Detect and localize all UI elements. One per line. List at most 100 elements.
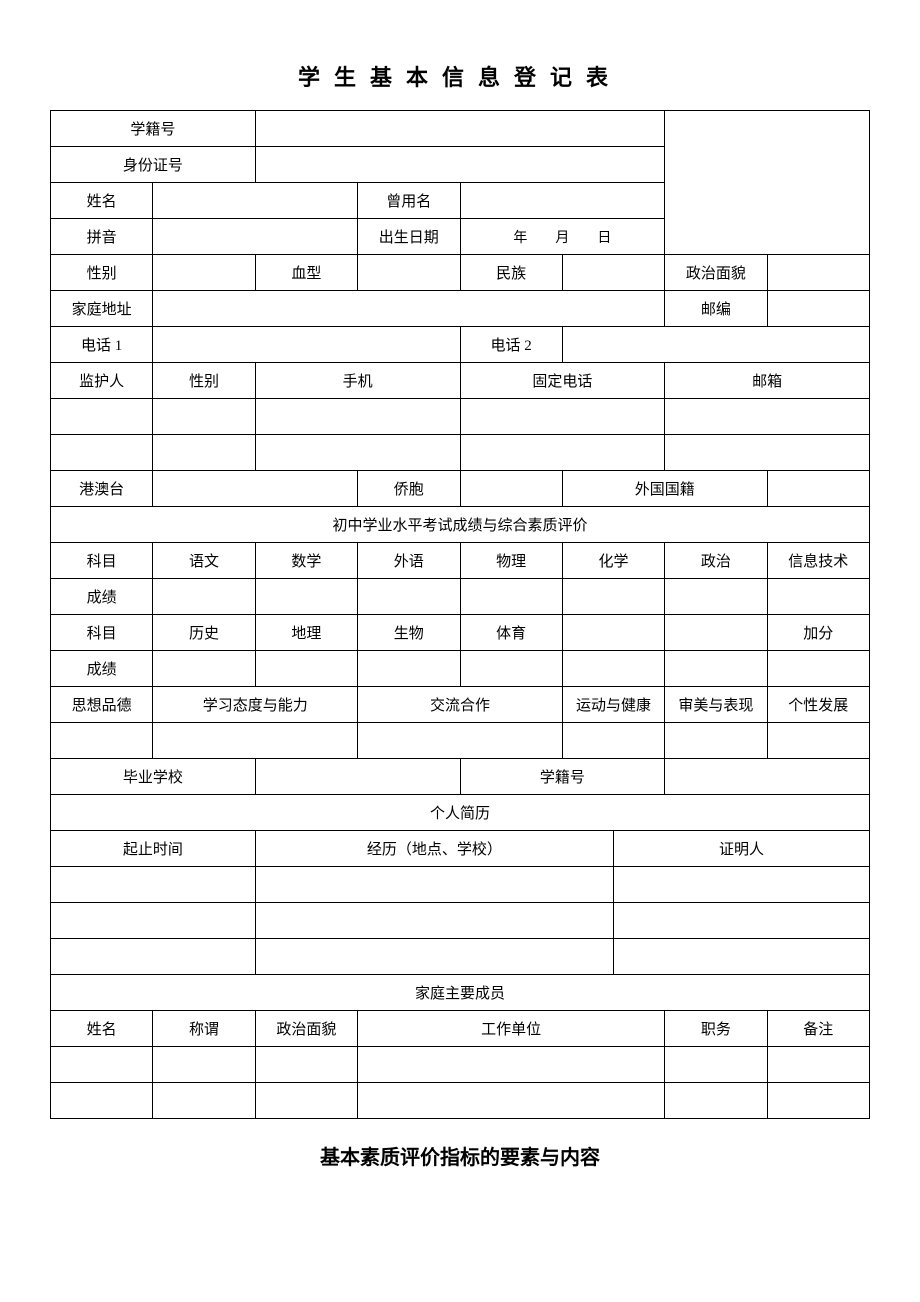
guardian-name-2 <box>51 435 153 471</box>
value-school-id <box>665 759 870 795</box>
value-birth-date: 年 月 日 <box>460 219 665 255</box>
family-relation-1 <box>153 1047 255 1083</box>
label-communication: 交流合作 <box>358 687 563 723</box>
page-title: 学生基本信息登记表 <box>50 60 870 92</box>
section-resume-header: 个人简历 <box>51 795 870 831</box>
label-aesthetics: 审美与表现 <box>665 687 767 723</box>
score-history <box>153 651 255 687</box>
value-personality <box>767 723 869 759</box>
value-id-number <box>255 147 665 183</box>
label-guardian-gender: 性别 <box>153 363 255 399</box>
subject-math: 数学 <box>255 543 357 579</box>
label-remark: 备注 <box>767 1011 869 1047</box>
score-blank-1 <box>562 651 664 687</box>
label-school-id: 学籍号 <box>460 759 665 795</box>
score-geography <box>255 651 357 687</box>
family-remark-2 <box>767 1083 869 1119</box>
family-name-2 <box>51 1083 153 1119</box>
subject-politics: 政治 <box>665 543 767 579</box>
value-pinyin <box>153 219 358 255</box>
label-subject-1: 科目 <box>51 543 153 579</box>
subject-physics: 物理 <box>460 543 562 579</box>
value-sports-health <box>562 723 664 759</box>
resume-verifier-3 <box>614 939 870 975</box>
label-gender: 性别 <box>51 255 153 291</box>
label-guardian: 监护人 <box>51 363 153 399</box>
family-workplace-1 <box>358 1047 665 1083</box>
score-pe <box>460 651 562 687</box>
photo-area <box>665 111 870 255</box>
value-phone2 <box>562 327 869 363</box>
score-blank-2 <box>665 651 767 687</box>
label-workplace: 工作单位 <box>358 1011 665 1047</box>
subject-chemistry: 化学 <box>562 543 664 579</box>
family-political-1 <box>255 1047 357 1083</box>
value-ethnicity <box>562 255 664 291</box>
resume-verifier-1 <box>614 867 870 903</box>
value-gender <box>153 255 255 291</box>
score-it <box>767 579 869 615</box>
value-aesthetics <box>665 723 767 759</box>
label-id-number: 身份证号 <box>51 147 256 183</box>
value-political <box>767 255 869 291</box>
value-former-name <box>460 183 665 219</box>
family-political-2 <box>255 1083 357 1119</box>
score-math <box>255 579 357 615</box>
subject-biology: 生物 <box>358 615 460 651</box>
label-overseas: 侨胞 <box>358 471 460 507</box>
label-former-name: 曾用名 <box>358 183 460 219</box>
resume-verifier-2 <box>614 903 870 939</box>
value-phone1 <box>153 327 460 363</box>
label-hkmotw: 港澳台 <box>51 471 153 507</box>
score-chemistry <box>562 579 664 615</box>
guardian-mobile-1 <box>255 399 460 435</box>
score-bonus <box>767 651 869 687</box>
label-sports-health: 运动与健康 <box>562 687 664 723</box>
subject-blank-1 <box>562 615 664 651</box>
label-morals: 思想品德 <box>51 687 153 723</box>
value-blood-type <box>358 255 460 291</box>
guardian-landline-1 <box>460 399 665 435</box>
label-subject-2: 科目 <box>51 615 153 651</box>
family-relation-2 <box>153 1083 255 1119</box>
label-phone1: 电话 1 <box>51 327 153 363</box>
label-student-id: 学籍号 <box>51 111 256 147</box>
label-grad-school: 毕业学校 <box>51 759 256 795</box>
label-political: 政治面貌 <box>665 255 767 291</box>
guardian-gender-2 <box>153 435 255 471</box>
guardian-email-2 <box>665 435 870 471</box>
subject-geography: 地理 <box>255 615 357 651</box>
label-score-2: 成绩 <box>51 651 153 687</box>
family-workplace-2 <box>358 1083 665 1119</box>
family-position-2 <box>665 1083 767 1119</box>
label-relation: 称谓 <box>153 1011 255 1047</box>
section-exam-header: 初中学业水平考试成绩与综合素质评价 <box>51 507 870 543</box>
score-physics <box>460 579 562 615</box>
section-family-header: 家庭主要成员 <box>51 975 870 1011</box>
label-experience: 经历（地点、学校） <box>255 831 613 867</box>
label-landline: 固定电话 <box>460 363 665 399</box>
family-position-1 <box>665 1047 767 1083</box>
label-family-political: 政治面貌 <box>255 1011 357 1047</box>
subject-it: 信息技术 <box>767 543 869 579</box>
registration-form-table: 学籍号 身份证号 姓名 曾用名 拼音 出生日期 年 月 日 性别 血型 民族 政… <box>50 110 870 1119</box>
score-foreign-lang <box>358 579 460 615</box>
value-morals <box>51 723 153 759</box>
label-score-1: 成绩 <box>51 579 153 615</box>
value-overseas <box>460 471 562 507</box>
label-pinyin: 拼音 <box>51 219 153 255</box>
value-hkmotw <box>153 471 358 507</box>
label-email: 邮箱 <box>665 363 870 399</box>
label-birth-date: 出生日期 <box>358 219 460 255</box>
value-address <box>153 291 665 327</box>
value-attitude <box>153 723 358 759</box>
resume-experience-2 <box>255 903 613 939</box>
label-postcode: 邮编 <box>665 291 767 327</box>
subject-blank-2 <box>665 615 767 651</box>
label-address: 家庭地址 <box>51 291 153 327</box>
label-name: 姓名 <box>51 183 153 219</box>
resume-period-2 <box>51 903 256 939</box>
guardian-gender-1 <box>153 399 255 435</box>
resume-experience-3 <box>255 939 613 975</box>
value-student-id <box>255 111 665 147</box>
